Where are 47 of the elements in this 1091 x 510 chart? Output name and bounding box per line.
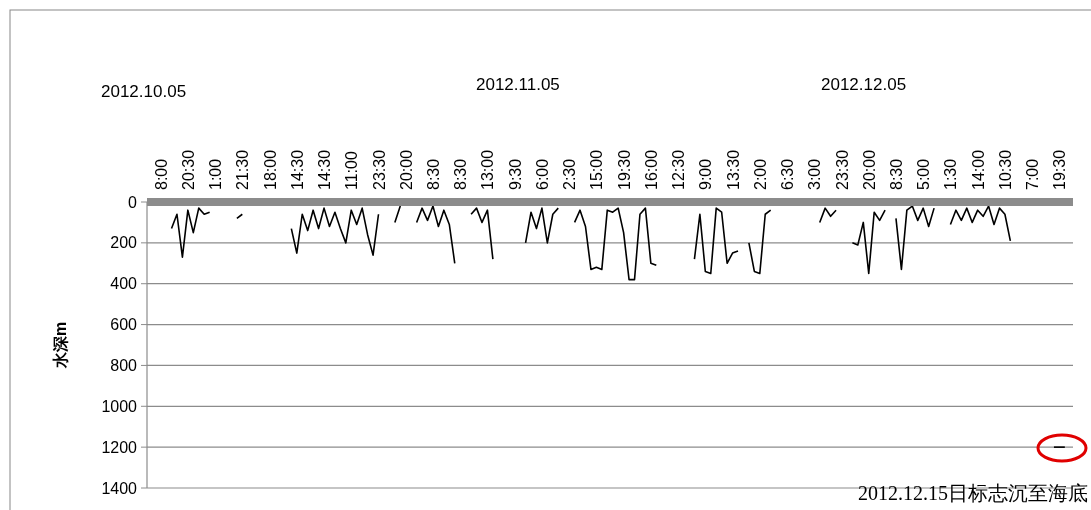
x-tick-label: 8:30 — [887, 158, 905, 190]
x-tick-label: 8:00 — [152, 158, 170, 190]
x-tick-label: 23:30 — [370, 149, 388, 190]
x-tick-label: 6:00 — [533, 158, 551, 190]
x-tick-label: 1:00 — [207, 158, 225, 190]
annotation: 2012.12.15日标志沉至海底 — [858, 482, 1088, 504]
x-tick-label: 9:00 — [697, 158, 715, 190]
x-tick-label: 20:00 — [860, 149, 878, 190]
text: 2012.11.05 — [476, 75, 560, 94]
x-tick-label: 18:00 — [261, 149, 279, 190]
x-tick-label: 16:00 — [642, 149, 660, 190]
x-tick-label: 21:30 — [234, 149, 252, 190]
x-tick-label: 1:30 — [942, 158, 960, 190]
x-tick-label: 8:30 — [452, 158, 470, 190]
text: 2012.12.05 — [821, 75, 907, 94]
x-tick-label: 14:30 — [288, 149, 306, 190]
x-tick-label: 7:00 — [1024, 158, 1042, 190]
y-tick-label: 1000 — [101, 397, 138, 415]
x-tick-label: 20:00 — [397, 149, 415, 190]
x-tick-label: 23:30 — [833, 149, 851, 190]
x-tick-label: 14:00 — [969, 149, 987, 190]
y-axis-title: 水深m — [52, 321, 69, 370]
y-tick-label: 800 — [110, 357, 138, 375]
x-tick-label: 19:30 — [1051, 149, 1069, 190]
x-tick-label: 20:30 — [179, 149, 197, 190]
x-tick-label: 14:30 — [316, 149, 334, 190]
x-tick-label: 15:00 — [588, 149, 606, 190]
x-tick-label: 2:30 — [561, 158, 579, 190]
y-tick-label: 1200 — [101, 438, 138, 456]
x-tick-label: 11:00 — [343, 151, 361, 190]
x-tick-label: 13:00 — [479, 149, 497, 190]
x-tick-label: 6:30 — [779, 158, 797, 190]
text: 2012.10.05 — [101, 82, 187, 101]
y-tick-label: 200 — [110, 234, 138, 252]
x-tick-label: 13:30 — [724, 149, 742, 190]
x-tick-label: 8:30 — [424, 158, 442, 190]
x-tick-label: 5:00 — [915, 158, 933, 190]
x-tick-label: 3:00 — [806, 158, 824, 190]
x-tick-label: 9:30 — [506, 158, 524, 190]
y-tick-label: 0 — [128, 193, 138, 211]
y-tick-label: 1400 — [101, 479, 138, 497]
x-tick-label: 2:00 — [751, 158, 769, 190]
y-tick-label: 400 — [110, 275, 138, 293]
x-tick-label: 19:30 — [615, 149, 633, 190]
y-tick-label: 600 — [110, 316, 138, 334]
x-tick-label: 12:30 — [670, 149, 688, 190]
x-tick-label: 10:30 — [996, 149, 1014, 190]
